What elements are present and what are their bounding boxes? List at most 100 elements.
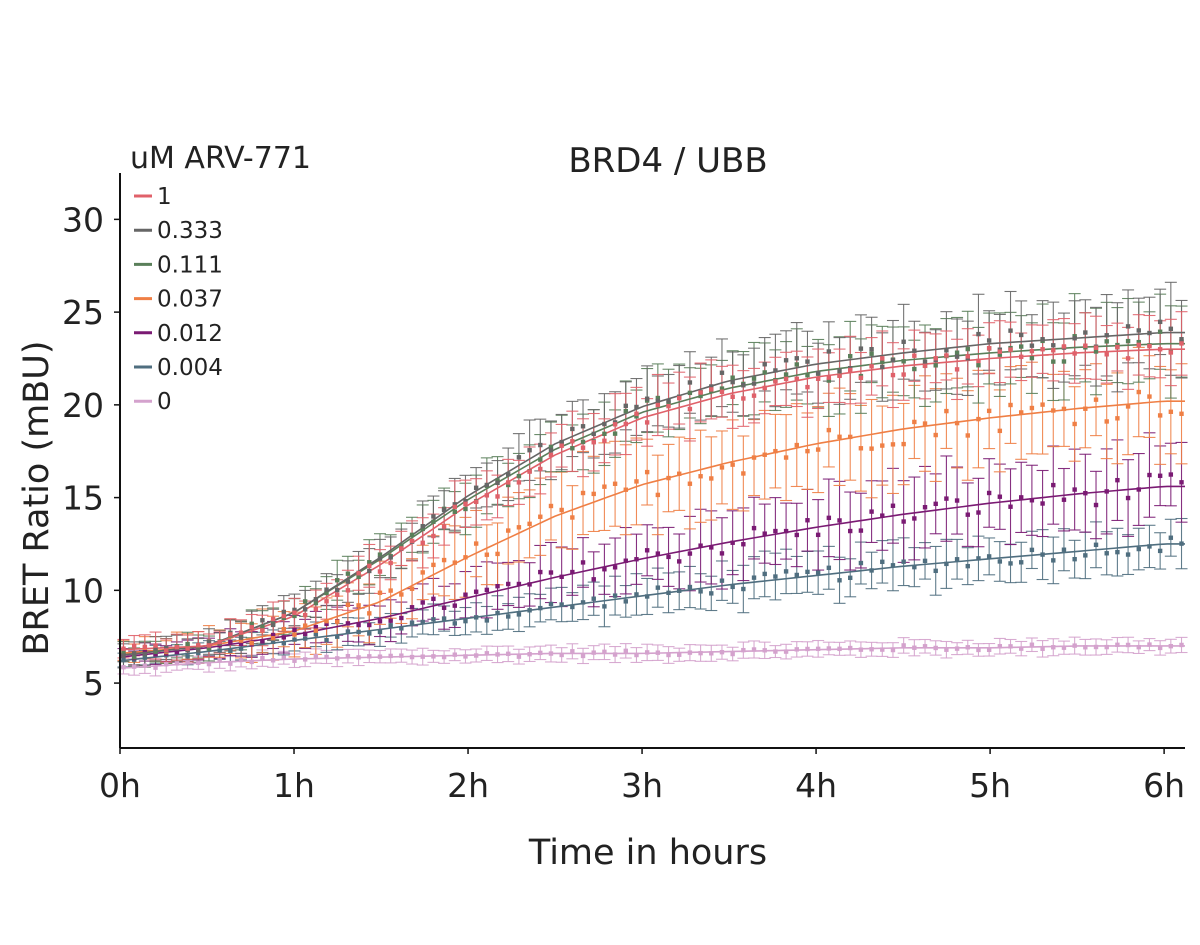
data-point [869,446,874,451]
x-tick-label: 2h [447,766,489,805]
data-point [324,621,329,627]
data-point [805,569,810,575]
data-point [153,643,158,648]
data-point [313,653,319,659]
data-point [986,554,992,559]
data-point [356,574,361,580]
data-point [1008,328,1013,333]
data-point [986,490,992,496]
data-point [741,647,746,653]
data-point [591,650,596,655]
data-point [1029,348,1035,354]
data-point [997,349,1003,354]
data-point [751,455,757,460]
data-point [954,350,960,355]
data-point [762,362,767,367]
data-point [912,645,917,650]
data-point [356,655,361,660]
data-point [794,356,799,361]
data-point [121,653,126,659]
data-point [965,433,970,438]
data-point [1093,397,1099,402]
data-point [687,406,693,412]
data-point [196,648,201,653]
data-point [1072,351,1077,356]
data-point [730,540,735,545]
data-point [805,518,810,523]
data-point [313,624,319,630]
data-point [548,444,554,450]
data-point [644,420,650,425]
data-point [1083,406,1088,411]
data-point [1136,644,1141,650]
data-point [559,507,564,513]
data-point [356,622,361,628]
data-point [153,646,158,651]
data-point [677,471,682,476]
data-point [762,571,767,577]
data-point [399,592,404,597]
data-point [196,660,201,666]
legend-item-label: 0.004 [157,355,223,381]
points-layer [121,319,1184,670]
data-point [698,393,703,399]
data-point [837,368,842,374]
data-point [709,545,714,550]
data-point [858,528,864,533]
data-point [762,648,767,653]
data-point [217,648,222,653]
data-point [848,575,853,580]
data-point [954,354,960,359]
data-point [1019,560,1024,565]
data-point [986,345,992,351]
data-point [1136,546,1141,552]
data-point [1125,338,1131,344]
data-point [292,610,297,615]
data-point [570,439,575,444]
legend-item-label: 0.333 [157,218,223,244]
data-point [922,363,928,369]
data-point [1168,643,1174,649]
data-point [1072,643,1077,648]
data-point [719,578,725,583]
data-point [1093,345,1099,350]
data-point [602,567,607,572]
data-point [409,620,415,625]
data-point [516,455,522,460]
data-point [367,622,372,628]
data-point [377,619,383,624]
data-point [965,645,970,650]
data-point [1157,645,1163,651]
data-point [1104,339,1109,344]
data-point [730,651,735,657]
data-point [206,646,212,651]
data-point [238,630,244,635]
data-point [388,555,393,560]
data-point [324,590,329,596]
data-point [1083,645,1088,650]
data-point [324,587,329,592]
data-point [1179,337,1184,342]
data-point [270,658,276,663]
data-point [324,599,329,604]
fit-curves-layer [119,331,1185,670]
data-point [901,643,906,648]
data-point [922,558,928,564]
data-point [901,359,906,364]
y-tick-label: 25 [62,293,104,332]
data-point [623,487,628,492]
data-point [730,584,735,590]
data-point [1051,348,1056,353]
data-point [773,379,778,384]
data-point [986,408,992,414]
data-point [1040,552,1045,557]
data-point [751,381,757,386]
data-point [698,390,703,395]
data-point [516,525,522,530]
data-point [965,346,970,352]
data-point [1104,419,1109,424]
legend: 1 0.333 0.111 0.037 0.012 0.004 0 [134,184,223,415]
data-point [527,469,532,474]
data-point [954,646,960,651]
data-point [1168,472,1174,477]
